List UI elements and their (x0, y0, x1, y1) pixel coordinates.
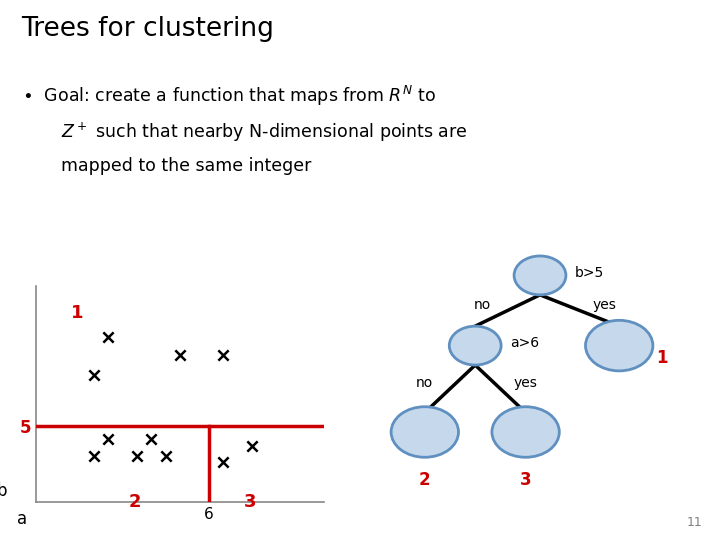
Text: no: no (474, 298, 491, 312)
Ellipse shape (449, 326, 501, 365)
Point (88, 371, 99, 380)
Text: 3: 3 (243, 494, 256, 511)
Ellipse shape (391, 407, 459, 457)
Point (217, 457, 229, 466)
Text: 1: 1 (71, 304, 83, 322)
Text: a: a (17, 510, 27, 528)
Point (160, 452, 171, 461)
Text: 11: 11 (686, 516, 702, 529)
Text: $\bullet$  Goal: create a function that maps from $R^N$ to: $\bullet$ Goal: create a function that m… (22, 84, 436, 108)
Point (102, 333, 114, 341)
Ellipse shape (514, 256, 566, 295)
Point (217, 350, 229, 359)
Text: 1: 1 (657, 349, 668, 367)
Point (246, 442, 258, 450)
Text: Trees for clustering: Trees for clustering (22, 16, 274, 42)
Text: yes: yes (593, 298, 617, 312)
Text: b>5: b>5 (575, 266, 604, 280)
Text: mapped to the same integer: mapped to the same integer (61, 157, 312, 175)
Point (145, 434, 157, 443)
Point (102, 434, 114, 443)
Point (174, 350, 186, 359)
Point (131, 452, 143, 461)
Ellipse shape (585, 320, 653, 371)
Text: a>6: a>6 (510, 336, 539, 350)
Point (88, 452, 99, 461)
Text: 3: 3 (520, 471, 531, 489)
Text: 2: 2 (419, 471, 431, 489)
Ellipse shape (492, 407, 559, 457)
Text: b: b (0, 482, 6, 500)
Text: no: no (416, 376, 433, 390)
Text: yes: yes (513, 376, 538, 390)
Text: $Z^+$ such that nearby N-dimensional points are: $Z^+$ such that nearby N-dimensional poi… (61, 120, 468, 144)
Text: 2: 2 (128, 494, 140, 511)
